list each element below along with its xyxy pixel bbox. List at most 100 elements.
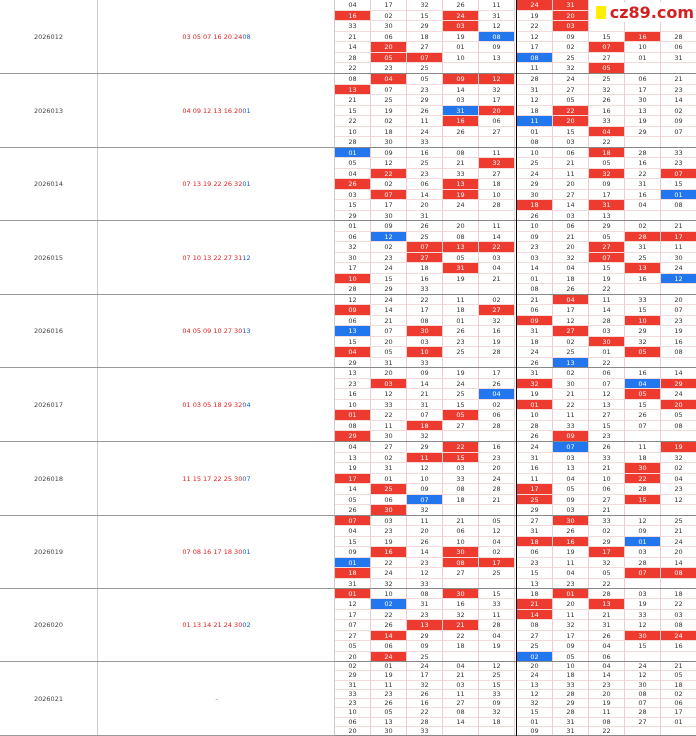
grid-cell: 24: [517, 347, 553, 358]
grid-cell: 33: [625, 609, 661, 621]
grid-cell: 01: [661, 718, 696, 727]
issue-number: 2026017: [0, 368, 98, 441]
grid-cell: 04: [553, 568, 589, 579]
grid-cell: 17: [625, 84, 661, 96]
grid-cell: 04: [443, 662, 479, 672]
grid-cell: 30: [407, 326, 443, 337]
grid-cell: 19: [443, 31, 479, 43]
grid-cell: 16: [517, 463, 553, 474]
blue-ball: 01: [242, 548, 251, 556]
grid-cell: 33: [335, 21, 371, 32]
grid-cell: 25: [443, 389, 479, 400]
blue-ball: 02: [242, 621, 251, 629]
grid-cell: 16: [479, 326, 515, 337]
grid-cell: 11: [479, 148, 515, 159]
grid-cell: 20: [407, 200, 443, 211]
grid-cell: 19: [371, 671, 407, 681]
grid-cell: 16: [625, 273, 661, 285]
grid-cell: 11: [371, 420, 407, 432]
grid-cell: 07: [625, 568, 661, 579]
grid-cell: 33: [661, 148, 696, 159]
grid-cell: 17: [479, 95, 515, 106]
grid-cell: 19: [479, 641, 515, 652]
grid-cell: 33: [443, 168, 479, 180]
grid-cell: 04: [589, 126, 625, 138]
grid-cell: 32: [335, 242, 371, 253]
grid-cell: 15: [625, 399, 661, 411]
grid-cell: 17: [335, 609, 371, 621]
grid-cell: 27: [443, 699, 479, 709]
grid-cell: 22: [443, 630, 479, 642]
grid-cell: 05: [589, 568, 625, 579]
grid-cell: 17: [335, 263, 371, 274]
grid-cell: 04: [335, 347, 371, 358]
grid-cell: 29: [407, 630, 443, 642]
grid-cell: 08: [661, 620, 696, 631]
grid-cell: 02: [479, 399, 515, 411]
grid-cell: 12: [479, 526, 515, 537]
grid-cell: 10: [335, 708, 371, 718]
grid-cell: 03: [661, 610, 696, 621]
grid-cell: 21: [443, 620, 479, 631]
grid-cell: 33: [589, 516, 625, 527]
grid-cell: 02: [479, 547, 515, 558]
grid-cell: 17: [517, 42, 553, 53]
grid-cell: 08: [443, 708, 479, 718]
grid-cell: 24: [661, 630, 696, 642]
grid-cell: 14: [517, 609, 553, 621]
grid-cell: 15: [443, 452, 479, 464]
grid-cell: 22: [371, 609, 407, 621]
grid-cell: 23: [517, 557, 553, 569]
grid-line: 23 26 16 27 09 32 29 19 07 06: [335, 699, 696, 709]
site-logo[interactable]: cz89.com: [590, 2, 694, 22]
grid-cell: 12: [479, 74, 515, 85]
grid-cell: 06: [589, 484, 625, 495]
grid-cell: 05: [479, 516, 515, 527]
grid-cell: 31: [407, 599, 443, 610]
grid-cell: 13: [443, 242, 479, 253]
grid-cell: 01: [335, 589, 371, 600]
grid-cell: 06: [371, 641, 407, 652]
grid-cell: 08: [407, 589, 443, 600]
grid-line: 05 06 07 18 21 25 09 27 15 12: [335, 494, 696, 506]
grid-cell: 16: [407, 148, 443, 159]
grid-cell: 30: [553, 378, 589, 390]
grid-line: 01 09 16 08 11 10 06 18 28 33: [335, 148, 696, 159]
grid-cell: 32: [589, 84, 625, 96]
grid-cell: 18: [589, 148, 625, 159]
grid-cell: 32: [553, 620, 589, 631]
grid-cell: 28: [479, 484, 515, 495]
grid-cell: 08: [335, 74, 371, 85]
red-balls: 03 05 07 16 20 24: [182, 32, 243, 41]
grid-cell: 22: [625, 473, 661, 485]
grid-cell: 27: [589, 52, 625, 64]
grid-cell: 04: [589, 641, 625, 652]
grid-cell: 08: [443, 231, 479, 243]
grid-cell: 23: [407, 84, 443, 96]
grid-cell: 20: [553, 116, 589, 127]
grid-cell: 07: [661, 305, 696, 316]
grid-cell: 26: [443, 326, 479, 337]
grid-cell: 27: [371, 442, 407, 453]
grid-cell: 28: [625, 148, 661, 159]
grid-cell: 27: [479, 168, 515, 180]
grid-cell: 19: [443, 273, 479, 285]
row-separator: [335, 588, 696, 589]
grid-cell: 23: [407, 609, 443, 621]
grid-line: 22 02 11 16 06 11 20 33 19 09: [335, 116, 696, 127]
center-divider: [516, 0, 517, 736]
grid-cell: 26: [407, 221, 443, 232]
blue-ball: 12: [242, 253, 251, 262]
grid-cell: 10: [371, 589, 407, 600]
grid-cell: 28: [625, 708, 661, 718]
grid-cell: 26: [407, 689, 443, 699]
grid-cell: 13: [443, 179, 479, 190]
grid-cell: 19: [479, 336, 515, 348]
grid-cell: 29: [661, 378, 696, 390]
grid-cell: 33: [371, 399, 407, 411]
grid-line: 17 24 18 31 04 14 04 15 13 24: [335, 263, 696, 274]
grid-cell: 30: [443, 589, 479, 600]
grid-cell: 22: [335, 116, 371, 127]
grid-cell: 09: [553, 494, 589, 506]
grid-cell: 12: [589, 389, 625, 400]
